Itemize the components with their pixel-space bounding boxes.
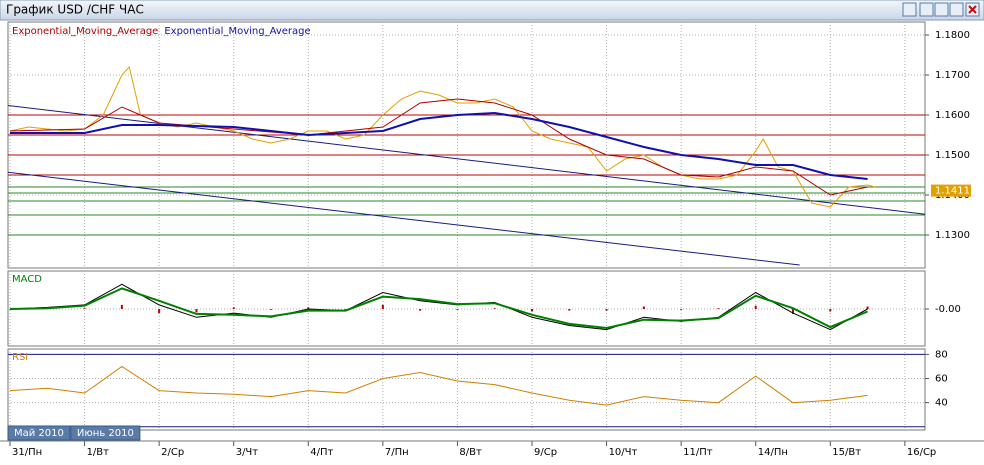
last-price-box — [931, 184, 971, 197]
y-tick-label: -0.00 — [935, 304, 961, 315]
histogram-bar — [531, 309, 534, 312]
x-tick-label: 15/Вт — [832, 447, 861, 458]
period-tab-label: Май 2010 — [14, 428, 64, 439]
y-tick-label: 1.1500 — [935, 150, 970, 161]
period-tab[interactable] — [7, 425, 71, 441]
histogram-bar — [344, 309, 347, 310]
histogram-bar — [754, 305, 757, 309]
histogram-bar — [568, 309, 571, 311]
x-tick-label: 31/Пн — [12, 447, 42, 458]
histogram-bar — [792, 309, 795, 314]
panel-title: MACD — [12, 274, 42, 285]
y-tick-label: 40 — [935, 398, 948, 409]
histogram-bar — [829, 309, 832, 312]
x-tick-label: 16/Ср — [907, 447, 936, 458]
histogram-bar — [493, 308, 496, 309]
x-tick-label: 1/Вт — [87, 447, 110, 458]
x-tick-label: 4/Пт — [310, 447, 333, 458]
panel-frame — [7, 270, 926, 347]
series-line — [9, 287, 868, 330]
x-tick-label: 8/Вт — [459, 447, 482, 458]
histogram-bar — [83, 308, 86, 309]
trend-line — [8, 171, 800, 266]
x-tick-label: 9/Ср — [534, 447, 557, 458]
y-tick-label: 80 — [935, 349, 948, 360]
plot — [8, 22, 925, 268]
y-tick-label: 1.1300 — [935, 230, 970, 241]
histogram-bar — [270, 309, 273, 310]
panel-title: RSI — [12, 352, 28, 363]
histogram-bar — [232, 307, 235, 309]
series-line — [9, 283, 868, 331]
x-tick-label: 10/Чт — [609, 447, 638, 458]
series-line — [10, 111, 868, 180]
last-price-label: 1.1411 — [935, 186, 970, 197]
legend-entry: Exponential_Moving_Average — [164, 26, 310, 37]
period-tab[interactable] — [70, 425, 141, 441]
histogram-bar — [381, 304, 384, 309]
histogram-bar — [642, 306, 645, 309]
title-bar — [0, 0, 984, 21]
window-title: График USD /CHF ЧАС — [6, 3, 144, 17]
histogram-bar — [866, 306, 869, 309]
histogram-bar — [419, 309, 422, 311]
histogram-bar — [9, 309, 11, 310]
panel-frame — [7, 348, 926, 431]
histogram-bar — [158, 309, 161, 314]
histogram-bar — [605, 309, 608, 311]
minimize-button[interactable] — [919, 2, 934, 17]
trend-line — [8, 105, 925, 215]
x-tick-label: 2/Ср — [161, 447, 184, 458]
x-tick-label: 14/Пн — [758, 447, 788, 458]
y-tick-label: 60 — [935, 374, 948, 385]
series-line — [9, 365, 868, 406]
histogram-bar — [120, 304, 123, 309]
close-icon — [968, 5, 977, 14]
period-tab-label: Июнь 2010 — [77, 428, 134, 439]
histogram-bar — [680, 309, 683, 310]
plot — [8, 271, 925, 346]
x-tick-label: 7/Пн — [385, 447, 409, 458]
x-tick-label: 11/Пт — [683, 447, 713, 458]
help-button[interactable] — [902, 2, 917, 17]
legend-entry: Exponential_Moving_Average — [12, 26, 158, 37]
window-buttons[interactable] — [902, 2, 980, 17]
maximize-button[interactable] — [949, 2, 964, 17]
histogram-bar — [456, 309, 459, 310]
restore-button[interactable] — [934, 2, 949, 17]
histogram-bar — [307, 307, 310, 309]
plot — [8, 349, 925, 430]
y-tick-label: 1.1800 — [935, 30, 970, 41]
y-tick-label: 1.1600 — [935, 110, 970, 121]
histogram-bar — [717, 308, 720, 309]
x-tick-label: 3/Чт — [236, 447, 259, 458]
histogram-bar — [195, 309, 198, 313]
series-line — [9, 98, 868, 196]
panel-frame — [7, 21, 926, 269]
y-tick-label: 1.1700 — [935, 70, 970, 81]
